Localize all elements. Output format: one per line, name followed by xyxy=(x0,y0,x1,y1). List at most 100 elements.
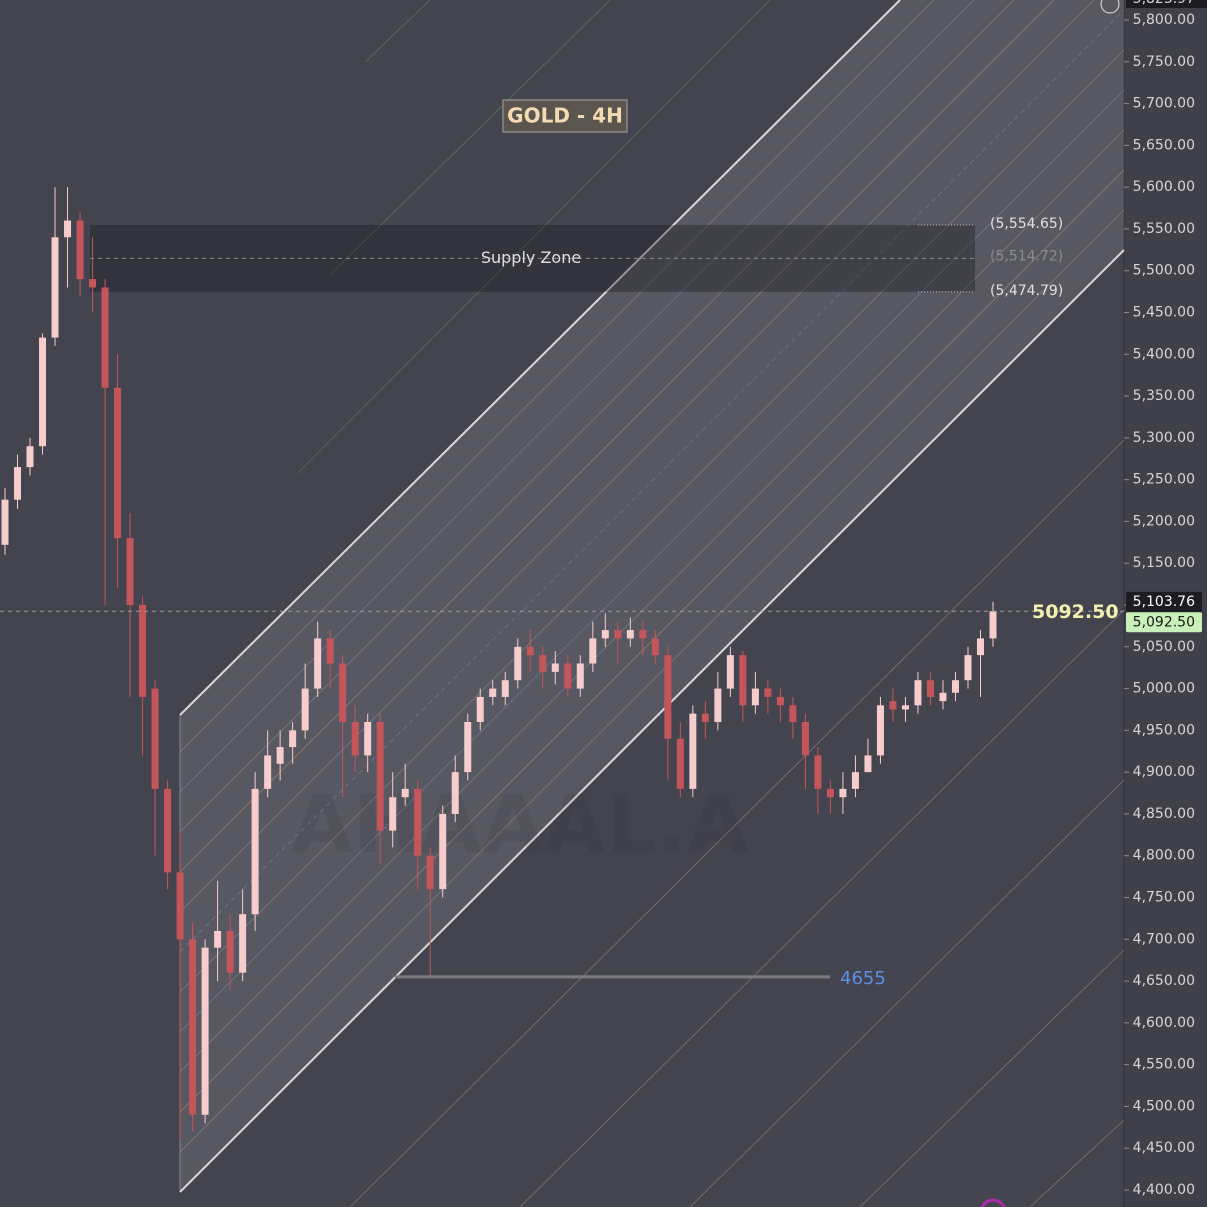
candle-body xyxy=(76,220,84,280)
candle-body xyxy=(151,688,159,789)
fan-line xyxy=(689,779,1125,1207)
candle-body xyxy=(501,680,509,697)
y-tick-label: 4,500.00 xyxy=(1133,1098,1195,1114)
y-tick-label: 5,200.00 xyxy=(1133,513,1195,529)
supply-zone-label: Supply Zone xyxy=(481,248,581,267)
candle-body xyxy=(389,797,397,831)
y-tick-label: 5,550.00 xyxy=(1133,221,1195,237)
candle-body xyxy=(464,722,472,773)
y-tick-label: 4,750.00 xyxy=(1133,890,1195,906)
candle-body xyxy=(51,237,59,338)
candle-body xyxy=(39,337,47,447)
candle-body xyxy=(239,914,247,973)
candle-body xyxy=(914,680,922,706)
y-tick-label: 4,850.00 xyxy=(1133,806,1195,822)
top-price-label: 5,823.97 xyxy=(1133,0,1195,7)
candle-body xyxy=(301,688,309,731)
plot-background xyxy=(0,0,1124,1207)
event-marker xyxy=(980,1198,1006,1207)
candle-body xyxy=(264,755,272,789)
candle-body xyxy=(664,655,672,739)
candle-body xyxy=(526,646,534,656)
candle-body xyxy=(89,279,97,288)
candle-body xyxy=(426,855,434,890)
y-tick-label: 4,450.00 xyxy=(1133,1140,1195,1156)
y-tick-label: 4,700.00 xyxy=(1133,931,1195,947)
candle-body xyxy=(189,939,197,1115)
candle-body xyxy=(589,638,597,664)
candle-body xyxy=(564,663,572,689)
candle-body xyxy=(539,655,547,672)
candle-body xyxy=(1,499,9,545)
candle-body xyxy=(701,713,709,722)
candle-body xyxy=(714,688,722,722)
candles xyxy=(1,187,997,1140)
top-price-tag xyxy=(1126,0,1207,8)
candle-body xyxy=(514,646,522,681)
y-tick-label: 4,400.00 xyxy=(1133,1182,1195,1198)
support-label: 4655 xyxy=(840,968,886,989)
candle-body xyxy=(451,772,459,814)
y-tick-label: 5,600.00 xyxy=(1133,179,1195,195)
y-tick-label: 5,300.00 xyxy=(1133,430,1195,446)
candle-body xyxy=(876,705,884,756)
candle-body xyxy=(126,538,134,605)
channel-line xyxy=(179,0,935,753)
channel-line xyxy=(179,209,1125,1153)
candle-body xyxy=(764,688,772,697)
candle-body xyxy=(651,638,659,656)
candle-body xyxy=(951,680,959,693)
candle-body xyxy=(201,947,209,1115)
channel-lines xyxy=(179,0,1125,1207)
candle-body xyxy=(839,788,847,798)
channel-line xyxy=(179,0,1095,913)
channel-line xyxy=(179,0,1015,833)
candle-body xyxy=(64,220,72,238)
candle-body xyxy=(14,467,22,500)
chart-title: GOLD - 4H xyxy=(507,104,623,128)
fan-line xyxy=(519,609,1125,1207)
channel-line xyxy=(179,9,1125,953)
channel-line xyxy=(179,0,1055,873)
candle-body xyxy=(639,630,647,639)
y-tick-label: 4,600.00 xyxy=(1133,1015,1195,1031)
candle-body xyxy=(851,772,859,789)
candle-body xyxy=(901,705,909,710)
y-tick-label: 5,450.00 xyxy=(1133,305,1195,321)
watermark: AHAAAL.A xyxy=(291,778,749,871)
candle-body xyxy=(476,696,484,722)
fan-line xyxy=(297,0,771,474)
candle-body xyxy=(326,638,334,664)
y-tick-label: 5,150.00 xyxy=(1133,555,1195,571)
channel-line xyxy=(179,89,1125,1033)
candle-body xyxy=(689,713,697,789)
candle-body xyxy=(414,788,422,856)
high-price-tag xyxy=(1126,591,1202,612)
add-button[interactable] xyxy=(1100,0,1120,14)
fan-line xyxy=(859,949,1125,1207)
candle-body xyxy=(489,688,497,697)
y-tick-label: 5,750.00 xyxy=(1133,54,1195,70)
candle-body xyxy=(351,722,359,756)
candle-body xyxy=(926,680,934,697)
candle-body xyxy=(339,663,347,722)
candle-body xyxy=(801,722,809,756)
candle-body xyxy=(739,655,747,706)
y-tick-label: 5,350.00 xyxy=(1133,388,1195,404)
y-tick-label: 5,700.00 xyxy=(1133,96,1195,112)
supply-bottom-label: (5,474.79) xyxy=(990,283,1063,299)
y-tick-label: 5,000.00 xyxy=(1133,681,1195,697)
fan-line xyxy=(1029,1119,1125,1207)
y-tick-label: 4,650.00 xyxy=(1133,973,1195,989)
y-tick-label: 4,550.00 xyxy=(1133,1057,1195,1073)
candle-body xyxy=(776,696,784,706)
candle-body xyxy=(289,730,297,748)
candle-body xyxy=(214,930,222,948)
candle-body xyxy=(726,655,734,689)
current-price-label: 5092.50 xyxy=(1032,601,1119,623)
candle-body xyxy=(976,638,984,656)
channel-fill xyxy=(180,0,1124,1192)
candle-body xyxy=(164,788,172,873)
